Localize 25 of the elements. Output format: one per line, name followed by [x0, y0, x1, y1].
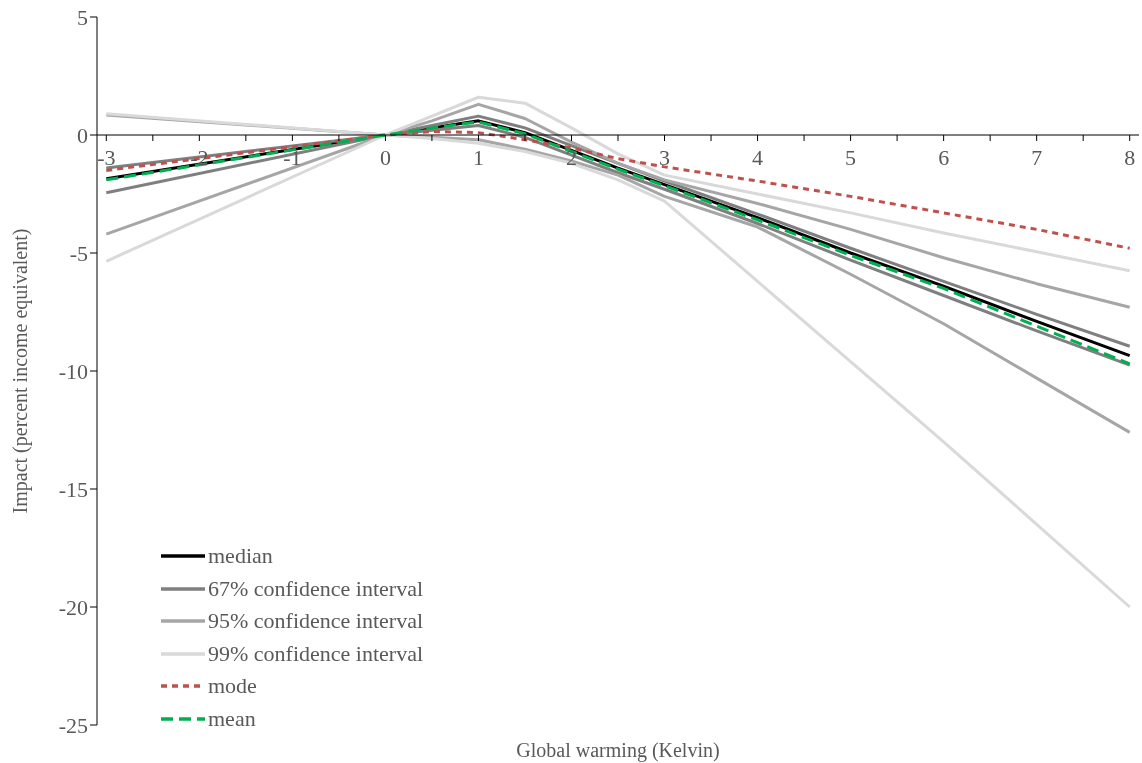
legend-label: mode	[208, 673, 257, 700]
x-tick-label: 4	[752, 145, 764, 170]
x-tick-label: 1	[472, 145, 484, 170]
legend-label: 99% confidence interval	[208, 640, 424, 667]
legend-label: 67% confidence interval	[208, 575, 424, 602]
legend-label: median	[208, 543, 273, 570]
y-tick-label: -5	[69, 240, 88, 266]
y-tick-label: -20	[58, 594, 88, 620]
x-tick-label: -2	[190, 145, 209, 170]
y-axis-title: Impact (percent income equivalent)	[9, 228, 33, 514]
y-tick-label: -10	[58, 358, 88, 384]
x-tick-label: 5	[845, 145, 857, 170]
y-tick-label: 0	[77, 122, 88, 148]
x-tick-label: 7	[1031, 145, 1043, 170]
x-tick-label: 6	[938, 145, 950, 170]
x-tick-label: -3	[97, 145, 116, 170]
x-axis-title: Global warming (Kelvin)	[516, 739, 720, 762]
legend-label: 95% confidence interval	[208, 608, 424, 635]
x-tick-label: 0	[379, 145, 391, 170]
legend-label: mean	[208, 705, 256, 732]
y-tick-label: 5	[77, 4, 88, 30]
y-tick-label: -15	[58, 476, 88, 502]
y-tick-label: -25	[58, 712, 88, 738]
x-tick-label: 8	[1124, 145, 1136, 170]
x-tick-label: 3	[659, 145, 671, 170]
